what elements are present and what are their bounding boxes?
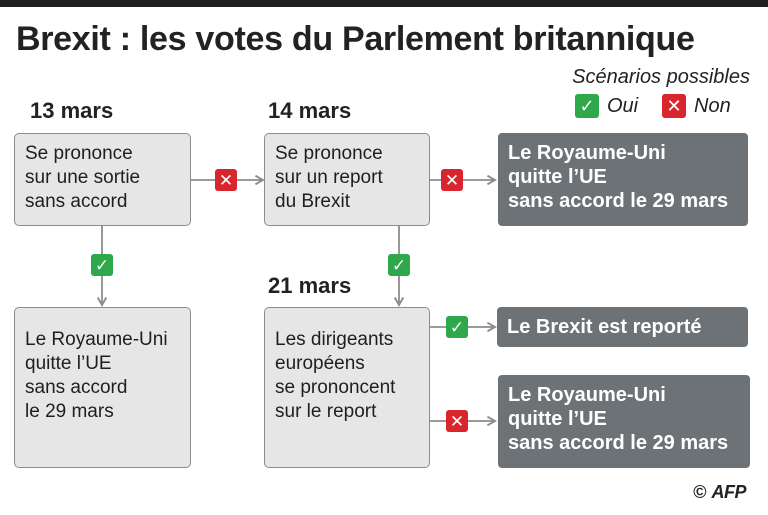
result-no-deal-top: Le Royaume-Uni quitte l’UE sans accord l… <box>498 133 748 226</box>
legend-no-label: Non <box>694 94 731 117</box>
box-line: sur le report <box>275 401 377 422</box>
check-icon: ✓ <box>575 94 599 118</box>
box-line: du Brexit <box>275 191 350 212</box>
result-line: Le Brexit est reporté <box>507 316 702 338</box>
legend-title: Scénarios possibles <box>572 66 750 88</box>
check-icon: ✓ <box>91 254 113 276</box>
box-line: sur un report <box>275 167 383 188</box>
box-line: Les dirigeants <box>275 329 394 350</box>
box-line: Le Royaume-Uni <box>25 329 168 350</box>
vote-no-deal-box: Se prononce sur une sortie sans accord <box>14 133 191 226</box>
eu-leaders-box: Les dirigeants européens se prononcent s… <box>264 307 430 468</box>
box-line: Se prononce <box>25 143 133 164</box>
cross-icon: ✕ <box>662 94 686 118</box>
copyright-symbol: © <box>693 482 707 502</box>
result-line: Le Royaume-Uni <box>508 142 666 164</box>
result-no-deal-bottom: Le Royaume-Uni quitte l’UE sans accord l… <box>498 375 750 468</box>
box-line: européens <box>275 353 365 374</box>
page-title: Brexit : les votes du Parlement britanni… <box>16 20 695 58</box>
date-13-mars: 13 mars <box>30 98 114 123</box>
top-bar <box>0 0 768 7</box>
result-line: sans accord le 29 mars <box>508 190 729 212</box>
vote-delay-box: Se prononce sur un report du Brexit <box>264 133 430 226</box>
result-line: sans accord le 29 mars <box>508 432 729 454</box>
check-icon: ✓ <box>388 254 410 276</box>
date-21-mars: 21 mars <box>268 273 352 298</box>
box-line: sans accord <box>25 377 128 398</box>
legend-no: ✕ Non <box>662 94 731 118</box>
result-line: quitte l’UE <box>508 166 607 188</box>
box-line: Se prononce <box>275 143 383 164</box>
legend-yes-label: Oui <box>607 94 639 117</box>
box-line: sur une sortie <box>25 167 141 188</box>
legend-yes: ✓ Oui <box>575 94 638 118</box>
result-brexit-delayed: Le Brexit est reporté <box>497 307 748 347</box>
uk-leaves-no-deal-box: Le Royaume-Uni quitte l’UE sans accord l… <box>14 307 191 468</box>
result-line: quitte l’UE <box>508 408 607 430</box>
cross-icon: ✕ <box>215 169 237 191</box>
credit: © AFP <box>693 482 746 503</box>
date-14-mars: 14 mars <box>268 98 352 123</box>
cross-icon: ✕ <box>446 410 468 432</box>
box-line: quitte l’UE <box>25 353 112 374</box>
box-line: sans accord <box>25 191 128 212</box>
box-line: le 29 mars <box>25 401 114 422</box>
check-icon: ✓ <box>446 316 468 338</box>
result-line: Le Royaume-Uni <box>508 384 666 406</box>
afp-logo: AFP <box>711 482 747 502</box>
cross-icon: ✕ <box>441 169 463 191</box>
box-line: se prononcent <box>275 377 396 398</box>
